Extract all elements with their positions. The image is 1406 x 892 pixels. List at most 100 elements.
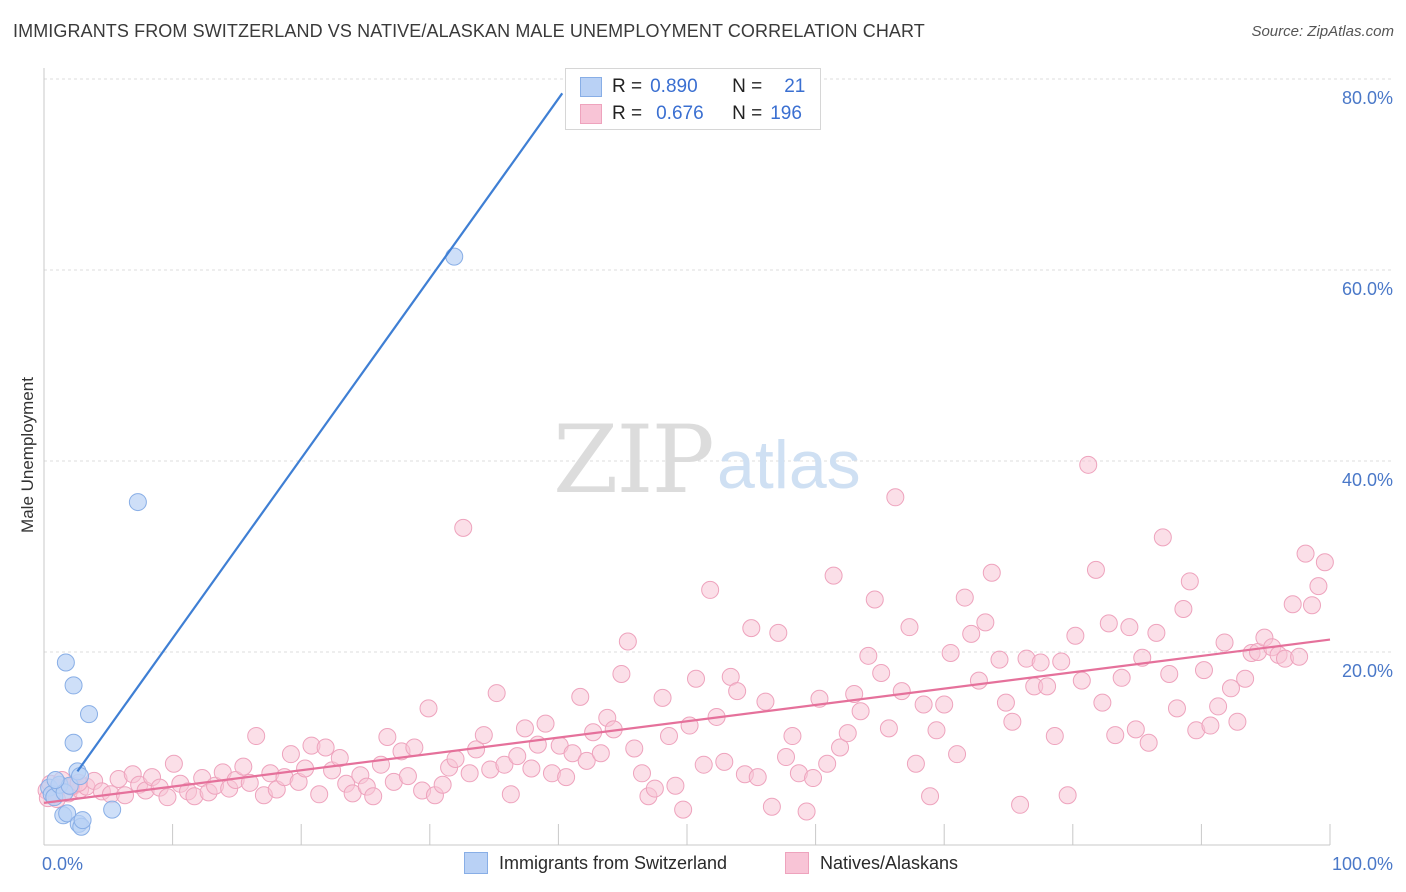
r-label: R = [612, 76, 643, 97]
natives-alaskans-point [281, 745, 300, 764]
natives-alaskans-point [378, 727, 397, 746]
natives-alaskans-point [777, 748, 796, 767]
stats-row-switzerland: R = 0.890 N = 21 [580, 74, 805, 100]
tick-labels: 20.0% 40.0% 60.0% 80.0% 0.0% 100.0% [42, 88, 1393, 874]
switzerland-points [40, 247, 464, 836]
blue-swatch [580, 77, 602, 97]
legend-item-switzerland[interactable]: Immigrants from Switzerland [464, 852, 727, 874]
axes [43, 68, 1331, 846]
natives-alaskans-point [446, 749, 465, 768]
natives-alaskans-point [935, 695, 954, 714]
natives-alaskans-point [1167, 699, 1186, 718]
natives-alaskans-point [921, 787, 940, 806]
natives-alaskans-point [941, 643, 960, 662]
natives-alaskans-point [433, 775, 452, 794]
r-value: 0.890 [650, 76, 698, 97]
switzerland-point [445, 247, 464, 266]
natives-alaskans-point [612, 664, 631, 683]
natives-alaskans-point [501, 785, 520, 804]
natives-alaskans-point [859, 646, 878, 665]
natives-alaskans-point [851, 702, 870, 721]
natives-alaskans-point [419, 699, 438, 718]
switzerland-trend-line [76, 92, 564, 773]
natives-alaskans-point [990, 650, 1009, 669]
natives-alaskans-point [240, 773, 259, 792]
watermark-zip: ZIP [553, 406, 713, 515]
natives-alaskans-point [886, 488, 905, 507]
natives-alaskans-points [37, 455, 1334, 821]
natives-alaskans-point [1058, 786, 1077, 805]
chart-legend: Immigrants from Switzerland Natives/Alas… [0, 852, 1406, 876]
natives-alaskans-point [563, 744, 582, 763]
natives-alaskans-point [330, 749, 349, 768]
legend-pink-swatch [785, 852, 809, 874]
legend-item-natives[interactable]: Natives/Alaskans [785, 852, 958, 874]
natives-alaskans-point [1290, 647, 1309, 666]
switzerland-point [64, 733, 83, 752]
natives-alaskans-point [892, 682, 911, 701]
switzerland-point [56, 653, 75, 672]
natives-alaskans-point [460, 764, 479, 783]
natives-alaskans-point [310, 785, 329, 804]
n-value: 21 [784, 76, 806, 97]
source-label: Source: ZipAtlas.com [1251, 23, 1394, 40]
natives-alaskans-point [872, 664, 891, 683]
natives-alaskans-point [769, 623, 788, 642]
natives-alaskans-point [728, 682, 747, 701]
natives-alaskans-point [906, 754, 925, 773]
legend-label: Immigrants from Switzerland [499, 852, 728, 873]
natives-alaskans-point [474, 726, 493, 745]
switzerland-point [73, 811, 92, 830]
natives-alaskans-point [1174, 600, 1193, 619]
natives-alaskans-point [955, 588, 974, 607]
natives-alaskans-point [116, 786, 135, 805]
natives-alaskans-point [914, 695, 933, 714]
stats-legend-box: R = 0.890 N = 21 R = 0.676 N = 196 [565, 68, 821, 130]
natives-alaskans-point [1160, 664, 1179, 683]
natives-alaskans-point [1120, 618, 1139, 637]
switzerland-point [128, 493, 147, 512]
natives-alaskans-point [659, 727, 678, 746]
natives-alaskans-point [1079, 455, 1098, 474]
natives-alaskans-point [687, 669, 706, 688]
natives-alaskans-point [1180, 572, 1199, 591]
natives-alaskans-point [247, 727, 266, 746]
n-label: N = [732, 76, 763, 97]
natives-alaskans-point [577, 751, 596, 770]
legend-blue-swatch [464, 852, 488, 874]
natives-alaskans-point [701, 580, 720, 599]
natives-alaskans-point [1126, 720, 1145, 739]
natives-alaskans-point [666, 776, 685, 795]
switzerland-point [58, 804, 77, 823]
natives-alaskans-point [962, 624, 981, 643]
pink-swatch [580, 104, 602, 124]
natives-alaskans-point [405, 738, 424, 757]
natives-alaskans-point [694, 755, 713, 774]
natives-alaskans-point [1153, 528, 1172, 547]
natives-alaskans-point [879, 719, 898, 738]
natives-alaskans-point [1236, 669, 1255, 688]
natives-alaskans-point [1221, 679, 1240, 698]
natives-alaskans-point [1228, 712, 1247, 731]
natives-alaskans-point [900, 618, 919, 637]
natives-alaskans-point [1283, 595, 1302, 614]
natives-alaskans-point [1309, 577, 1328, 596]
natives-alaskans-point [1045, 727, 1064, 746]
natives-alaskans-point [824, 566, 843, 585]
natives-alaskans-point [1093, 693, 1112, 712]
natives-alaskans-point [1072, 671, 1091, 690]
natives-alaskans-point [508, 747, 527, 766]
natives-alaskans-point [632, 764, 651, 783]
natives-alaskans-point [536, 714, 555, 733]
gridlines [44, 78, 1392, 653]
natives-alaskans-point [976, 613, 995, 632]
natives-alaskans-point [674, 800, 693, 819]
watermark-atlas: atlas [717, 427, 861, 503]
natives-alaskans-point [625, 739, 644, 758]
legend-label: Natives/Alaskans [820, 852, 959, 873]
n-label: N = [732, 103, 763, 124]
natives-alaskans-point [1302, 596, 1321, 615]
r-label: R = [612, 103, 643, 124]
natives-alaskans-trend-line [43, 638, 1331, 804]
